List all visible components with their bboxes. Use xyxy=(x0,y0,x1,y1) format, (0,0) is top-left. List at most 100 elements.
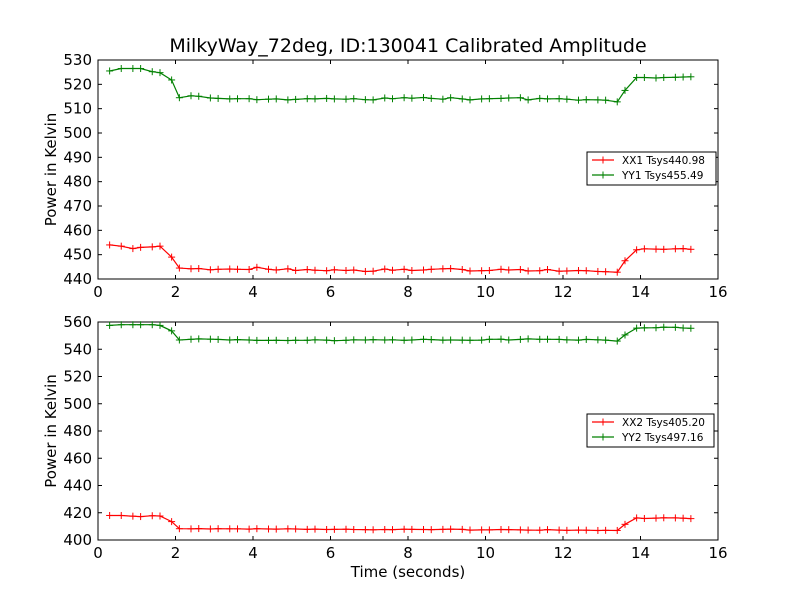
data-point xyxy=(226,265,234,273)
data-point xyxy=(303,525,311,533)
data-point xyxy=(311,266,319,274)
data-point xyxy=(640,74,648,82)
data-point xyxy=(284,337,292,345)
data-point xyxy=(389,95,396,103)
data-point xyxy=(361,96,369,104)
data-point xyxy=(478,526,486,534)
data-point xyxy=(389,526,396,534)
data-point xyxy=(516,526,524,534)
data-point xyxy=(292,95,300,103)
data-point xyxy=(447,94,455,102)
series-xx xyxy=(106,511,695,534)
data-point xyxy=(253,525,261,533)
legend-label: YY1 Tsys455.49 xyxy=(621,170,703,182)
data-point xyxy=(613,98,621,106)
x-tick-label: 16 xyxy=(708,283,727,301)
data-point xyxy=(621,257,629,265)
x-tick-label: 6 xyxy=(326,544,336,562)
data-point xyxy=(582,267,590,275)
data-point xyxy=(408,266,416,274)
data-point xyxy=(671,323,679,331)
data-point xyxy=(361,526,369,534)
data-point xyxy=(234,336,241,344)
data-point xyxy=(582,526,590,534)
data-point xyxy=(117,321,125,329)
data-point xyxy=(563,336,571,344)
legend: XX1 Tsys440.98 YY1 Tsys455.49 xyxy=(586,151,717,186)
data-point xyxy=(485,95,493,103)
legend-box xyxy=(586,151,717,186)
data-point xyxy=(420,93,427,101)
data-point xyxy=(485,526,493,534)
y-tick-label: 450 xyxy=(63,246,92,264)
data-point xyxy=(536,335,544,343)
data-point xyxy=(206,94,214,102)
data-point xyxy=(505,336,513,344)
data-point xyxy=(323,267,331,275)
data-point xyxy=(602,336,610,344)
data-point xyxy=(381,265,389,273)
data-point xyxy=(187,265,195,273)
series-xx xyxy=(106,241,695,276)
y-tick-label: 520 xyxy=(63,368,92,386)
data-point xyxy=(400,525,408,533)
x-tick-label: 4 xyxy=(248,283,258,301)
data-point xyxy=(485,266,493,274)
data-point xyxy=(350,266,358,274)
data-point xyxy=(640,324,648,332)
data-point xyxy=(420,526,427,534)
data-point xyxy=(602,268,610,276)
data-point xyxy=(129,512,137,520)
data-point xyxy=(175,336,183,344)
chart-title: MilkyWay_72deg, ID:130041 Calibrated Amp… xyxy=(169,35,646,57)
data-point xyxy=(400,336,408,344)
data-point xyxy=(505,266,513,274)
data-point xyxy=(272,95,280,103)
data-point xyxy=(168,518,176,526)
y-tick-label: 460 xyxy=(63,221,92,239)
data-point xyxy=(137,321,145,329)
data-point xyxy=(671,514,679,522)
data-point xyxy=(350,95,358,103)
data-point xyxy=(106,241,114,249)
data-point xyxy=(679,324,687,332)
data-point xyxy=(447,525,455,533)
data-point xyxy=(420,266,427,274)
data-point xyxy=(524,96,532,104)
data-point xyxy=(633,324,641,332)
data-point xyxy=(485,335,493,343)
data-point xyxy=(420,335,427,343)
data-point xyxy=(640,245,648,253)
data-point xyxy=(137,513,145,521)
data-point xyxy=(284,265,292,273)
data-point xyxy=(555,267,563,275)
data-point xyxy=(602,526,610,534)
data-point xyxy=(245,525,253,533)
data-point xyxy=(284,525,292,533)
data-point xyxy=(323,526,331,534)
data-point xyxy=(303,95,311,103)
x-tick-label: 12 xyxy=(553,283,572,301)
data-point xyxy=(175,94,183,102)
data-point xyxy=(195,525,203,533)
x-tick-label: 6 xyxy=(326,283,336,301)
x-tick-label: 8 xyxy=(403,544,413,562)
x-tick-label: 14 xyxy=(631,283,650,301)
data-point xyxy=(447,265,455,273)
data-point xyxy=(129,65,137,73)
top-panel: 0 2 4 6 8 10 12 14 16 440 450 460 470 480 490 500 510 520… xyxy=(42,35,728,301)
data-point xyxy=(439,95,447,103)
data-point xyxy=(156,321,164,329)
data-point xyxy=(148,68,156,76)
data-point xyxy=(400,265,408,273)
data-point xyxy=(187,335,195,343)
data-point xyxy=(687,73,695,81)
data-point xyxy=(679,514,687,522)
data-point xyxy=(156,242,164,250)
data-point xyxy=(342,525,350,533)
data-point xyxy=(369,336,377,344)
data-point xyxy=(265,265,272,273)
data-point xyxy=(478,95,486,103)
data-point xyxy=(652,324,660,332)
